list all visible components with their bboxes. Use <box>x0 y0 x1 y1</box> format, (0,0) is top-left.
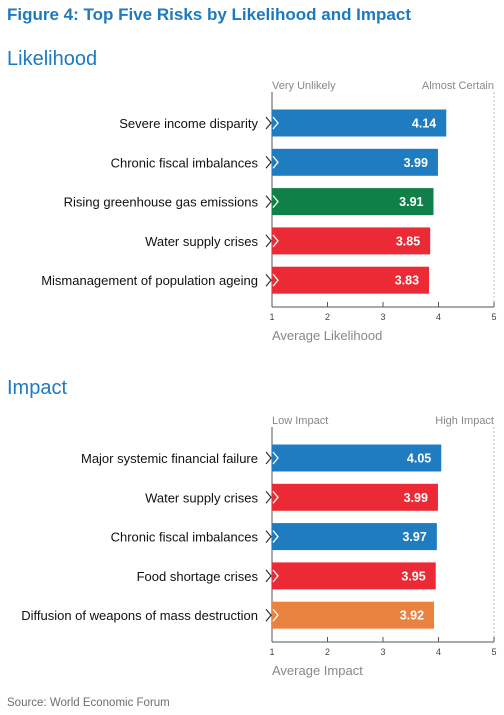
category-label: Diffusion of weapons of mass destruction <box>21 608 258 623</box>
bar-value-label: 3.83 <box>395 274 419 288</box>
bar-chevron-marker <box>272 530 279 544</box>
x-tick-label: 3 <box>380 647 385 657</box>
category-label: Rising greenhouse gas emissions <box>64 195 259 210</box>
x-tick-label: 4 <box>436 647 441 657</box>
category-chevron-marker <box>265 273 272 287</box>
figure-title: Figure 4: Top Five Risks by Likelihood a… <box>7 5 411 24</box>
category-label: Mismanagement of population ageing <box>41 273 258 288</box>
category-chevron-marker <box>265 569 272 583</box>
bar-value-label: 3.85 <box>396 234 420 248</box>
scale-low-label: Very Unlikely <box>272 80 336 92</box>
bar-chevron-marker <box>272 569 279 583</box>
bar <box>272 188 434 216</box>
likelihood-section-title: Likelihood <box>7 48 98 70</box>
category-chevron-marker <box>265 451 272 465</box>
bar <box>272 266 430 294</box>
bar-chevron-marker <box>272 273 279 287</box>
bar <box>272 227 431 255</box>
x-tick-label: 2 <box>325 312 330 322</box>
impact-section-title: Impact <box>7 377 68 399</box>
x-tick-label: 5 <box>491 647 496 657</box>
category-label: Chronic fiscal imbalances <box>111 530 259 545</box>
category-chevron-marker <box>265 608 272 622</box>
bar <box>272 523 437 551</box>
bar-chevron-marker <box>272 608 279 622</box>
category-chevron-marker <box>265 116 272 130</box>
bar-chevron-marker <box>272 195 279 209</box>
bar-chevron-marker <box>272 451 279 465</box>
bar <box>272 483 438 511</box>
scale-low-label: Low Impact <box>272 415 328 427</box>
category-chevron-marker <box>265 490 272 504</box>
x-tick-label: 1 <box>269 647 274 657</box>
bar <box>272 109 447 137</box>
x-axis-label: Average Impact <box>272 663 363 678</box>
category-chevron-marker <box>265 155 272 169</box>
category-chevron-marker <box>265 234 272 248</box>
bar-value-label: 3.95 <box>401 569 425 583</box>
bar-chevron-marker <box>272 490 279 504</box>
x-axis-label: Average Likelihood <box>272 328 382 343</box>
bar-value-label: 4.14 <box>412 117 436 131</box>
bar <box>272 148 438 176</box>
bar-chevron-marker <box>272 116 279 130</box>
impact-chart: Low Impact High Impact 1 2 3 4 5 Average Impact… <box>21 415 496 678</box>
bar-chevron-marker <box>272 155 279 169</box>
scale-high-label: Almost Certain <box>422 80 494 92</box>
category-label: Severe income disparity <box>119 116 258 131</box>
category-label: Water supply crises <box>145 234 258 249</box>
x-tick-label: 1 <box>269 312 274 322</box>
bar-value-label: 3.91 <box>399 195 423 209</box>
scale-high-label: High Impact <box>435 415 494 427</box>
category-label: Major systemic financial failure <box>81 451 258 466</box>
x-tick-label: 5 <box>491 312 496 322</box>
x-tick-label: 2 <box>325 647 330 657</box>
bar-value-label: 3.97 <box>402 530 426 544</box>
bar-chevron-marker <box>272 234 279 248</box>
category-chevron-marker <box>265 530 272 543</box>
category-chevron-marker <box>265 195 272 208</box>
bar <box>272 601 435 629</box>
likelihood-chart: Very Unlikely Almost Certain 1 2 3 4 5 Average … <box>41 80 496 343</box>
category-label: Chronic fiscal imbalances <box>111 155 259 170</box>
bar-value-label: 3.92 <box>400 609 424 623</box>
category-label: Water supply crises <box>145 490 258 505</box>
bar <box>272 444 442 472</box>
source-note: Source: World Economic Forum <box>7 697 170 709</box>
category-label: Food shortage crises <box>137 569 259 584</box>
bar-value-label: 3.99 <box>404 156 428 170</box>
bar-value-label: 4.05 <box>407 452 431 466</box>
bar <box>272 562 436 590</box>
x-tick-label: 4 <box>436 312 441 322</box>
x-tick-label: 3 <box>380 312 385 322</box>
bar-value-label: 3.99 <box>404 491 428 505</box>
